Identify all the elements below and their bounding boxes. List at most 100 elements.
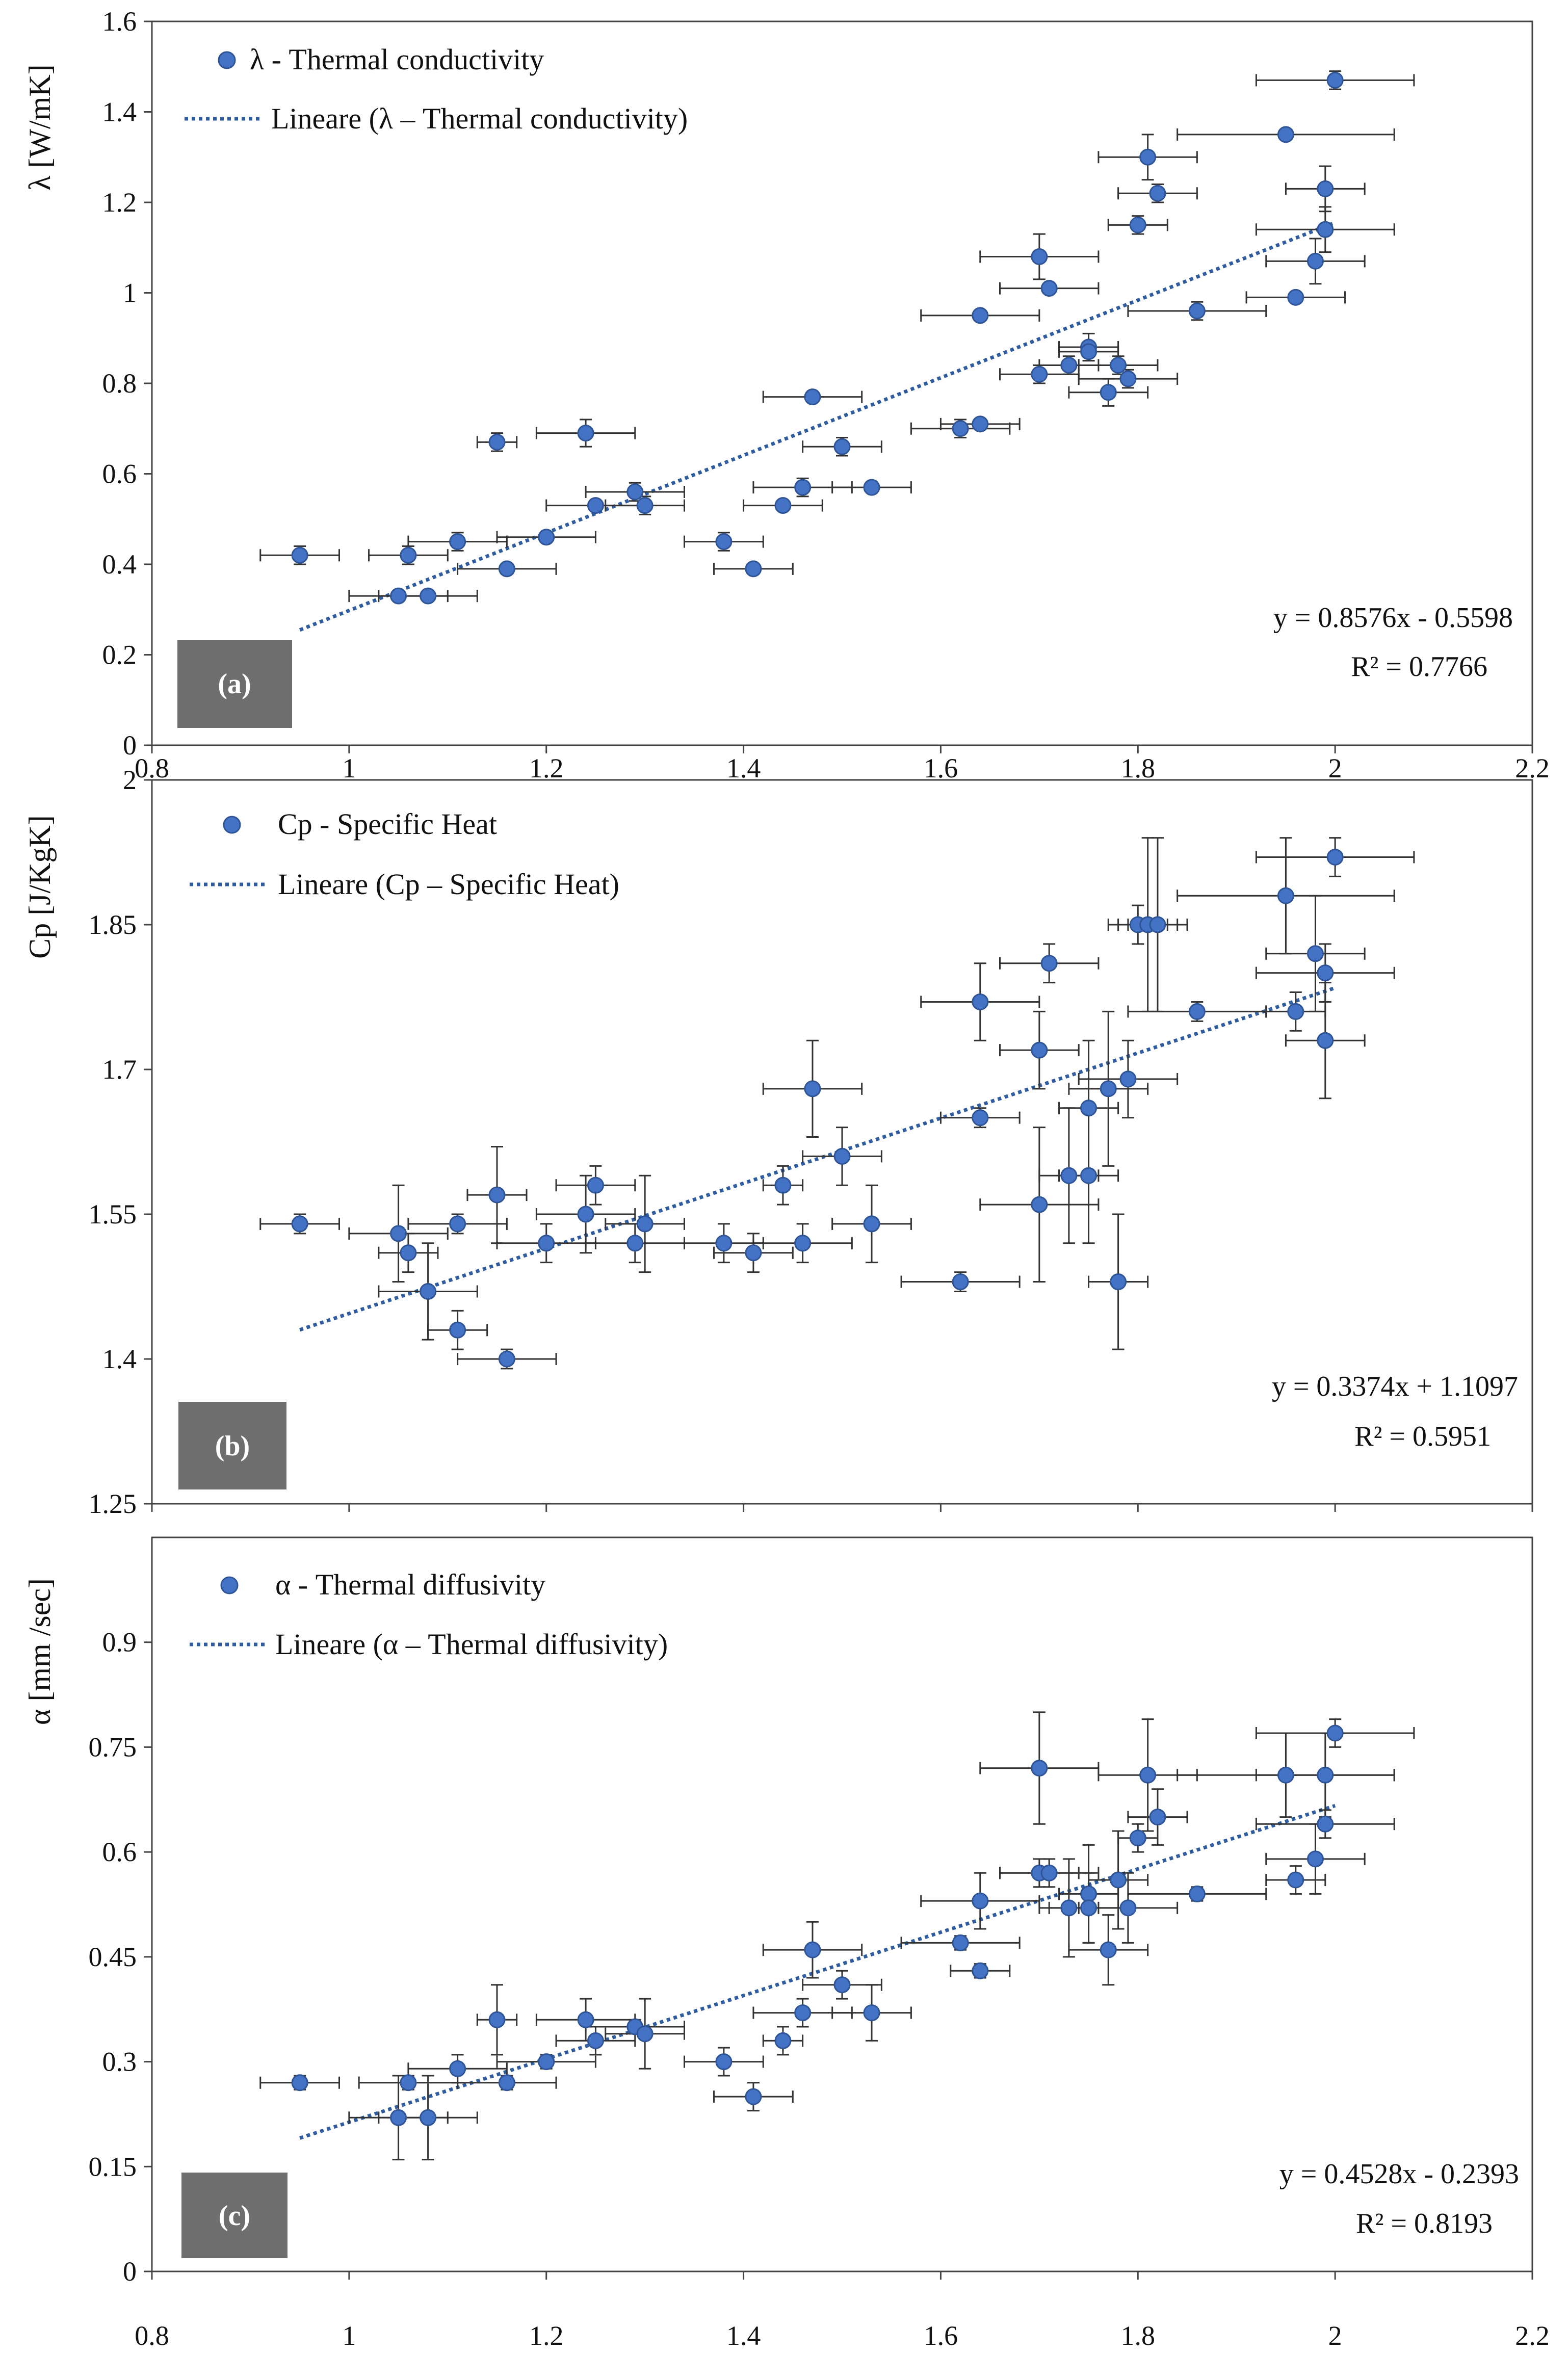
panel-c-data-point (1080, 1899, 1097, 1917)
panel-a-x-tick-label: 0.8 (135, 753, 169, 783)
panel-a-data-point (291, 546, 308, 564)
panel-a-data-point (715, 533, 733, 551)
panel-b-data-point (420, 1283, 437, 1300)
panel-a-data-point (538, 529, 555, 546)
panel-c-x-ticks: 0.8 1 1.2 1.4 1.6 1.8 2 2.2 (135, 2271, 1550, 2351)
panel-a-data-point (449, 533, 466, 551)
panel-a-equation: y = 0.8576x - 0.5598 (1273, 602, 1513, 634)
panel-c-label: (c) (219, 2200, 250, 2232)
panel-c-y-axis-label: α [mm /sec] (23, 1578, 57, 1725)
panel-a-data-point (626, 483, 644, 501)
panel-c-data-point (400, 2074, 417, 2091)
panel-a-data-point (1326, 71, 1344, 89)
panel-a-r-squared: R² = 0.7766 (1351, 651, 1487, 683)
panel-a-data-point (794, 479, 812, 496)
panel-b-data-point (1031, 1196, 1048, 1213)
panel-a-data-point (1110, 357, 1127, 374)
panel-b-data-point (774, 1176, 792, 1194)
panel-c-data-point (833, 1976, 851, 1994)
panel-a-data-point (1188, 302, 1206, 320)
panel-c-data-point (1031, 1760, 1048, 1777)
panel-c-y-tick-label: 0.45 (89, 1942, 137, 1972)
panel-c-data-point (1110, 1871, 1127, 1889)
panel-c-y-tick-label: 0.75 (89, 1732, 137, 1762)
panel-a-y-tick-label: 0 (123, 730, 137, 761)
panel-c-data-point (587, 2032, 604, 2049)
panel-c-data-point (498, 2074, 515, 2091)
panel-a-data-point (1060, 357, 1078, 374)
panel-a-y-ticks: 0 0.2 0.4 0.6 0.8 1 1.2 1.4 1.6 (102, 6, 152, 761)
panel-b-legend-marker (223, 816, 241, 834)
panel-b-r-squared: R² = 0.5951 (1354, 1421, 1491, 1452)
panel-b-plot-area (259, 837, 1415, 1370)
panel-b-y-tick-label: 1.4 (102, 1344, 137, 1374)
panel-a-data-point (833, 438, 851, 455)
panel-a-data-point (1306, 252, 1324, 270)
panel-c-data-point (1119, 1899, 1137, 1917)
panel-a-data-point (420, 587, 437, 605)
panel-c-data-point (794, 2004, 812, 2022)
panel-b-data-point (1149, 916, 1166, 933)
panel-b-data-point (1100, 1080, 1117, 1097)
panel-b-data-point (538, 1235, 555, 1252)
panel-c-data-point (449, 2060, 466, 2077)
panel-b-data-point (1080, 1167, 1097, 1184)
panel-a-data-point (1129, 216, 1146, 233)
panel-a-label: (a) (218, 668, 251, 700)
panel-b-data-point (1188, 1003, 1206, 1020)
panel-b-data-point (626, 1235, 644, 1252)
panel-c-data-point (1040, 1864, 1058, 1881)
panel-c-data-point (804, 1941, 821, 1958)
panel-c-data-point (774, 2032, 792, 2049)
panel-b-data-point (291, 1215, 308, 1233)
panel-c-data-point (420, 2109, 437, 2126)
panel-c-x-tick-label: 1.4 (726, 2320, 761, 2351)
panel-b-y-ticks: 1.25 1.4 1.55 1.7 1.85 2 (89, 765, 152, 1519)
panel-b-data-point (400, 1244, 417, 1262)
panel-c-data-point (1139, 1766, 1157, 1784)
panel-c-data-point (972, 1892, 989, 1910)
panel-a-legend-trend: Lineare (λ – Thermal conductivity) (271, 102, 688, 135)
panel-c-data-point (1287, 1871, 1304, 1889)
panel-a-legend-series: λ - Thermal conductivity (250, 43, 544, 76)
panel-a-y-tick-label: 0.4 (102, 549, 137, 580)
panel-a-data-point (390, 587, 407, 605)
panel-c-y-tick-label: 0.15 (89, 2151, 137, 2182)
panel-a-data-point (1100, 384, 1117, 401)
panel-b-y-axis-label: Cp [J/KgK] (23, 815, 57, 959)
panel-b-data-point (833, 1147, 851, 1165)
panel-c-data-point (972, 1962, 989, 1979)
panel-c-x-tick-label: 2 (1328, 2320, 1342, 2351)
panel-b-data-point (1317, 1032, 1334, 1049)
panel-c-y-tick-label: 0.3 (102, 2047, 137, 2077)
panel-b-y-tick-label: 1.25 (89, 1488, 137, 1519)
panel-a-data-point (745, 560, 762, 578)
panel-a-y-tick-label: 0.2 (102, 640, 137, 670)
panel-a-data-point (1317, 221, 1334, 238)
panel-a-data-point (952, 420, 969, 437)
panel-a-x-tick-label: 1.6 (924, 753, 958, 783)
panel-c-data-point (1080, 1885, 1097, 1902)
panel-b-data-point (449, 1215, 466, 1233)
panel-b-data-point (952, 1273, 969, 1291)
panel-b-data-point (1317, 964, 1334, 982)
panel-c-x-tick-label: 1.8 (1121, 2320, 1156, 2351)
panel-a-data-point (1119, 370, 1137, 387)
panel-c-data-point (1317, 1815, 1334, 1833)
panel-a-data-point (1149, 185, 1166, 202)
panel-b-data-point (1277, 887, 1294, 904)
panel-c-data-point (1277, 1766, 1294, 1784)
panel-a-x-tick-label: 1.8 (1121, 753, 1156, 783)
panel-c-legend-marker (220, 1576, 239, 1594)
panel-c-data-point (390, 2109, 407, 2126)
panel-b-trendline (299, 986, 1336, 1332)
panel-b-data-point (1306, 945, 1324, 962)
panel-c-data-point (538, 2053, 555, 2071)
panel-a: 0 0.2 0.4 0.6 0.8 1 1.2 1.4 1.6 0.8 1 1.2 1.4 1.6 1.8… (23, 6, 1550, 783)
panel-b-data-point (863, 1215, 880, 1233)
panel-c-data-point (1060, 1899, 1078, 1917)
panel-c-data-point (715, 2053, 733, 2071)
panel-a-data-point (1040, 280, 1058, 297)
panel-b-data-point (1060, 1167, 1078, 1184)
